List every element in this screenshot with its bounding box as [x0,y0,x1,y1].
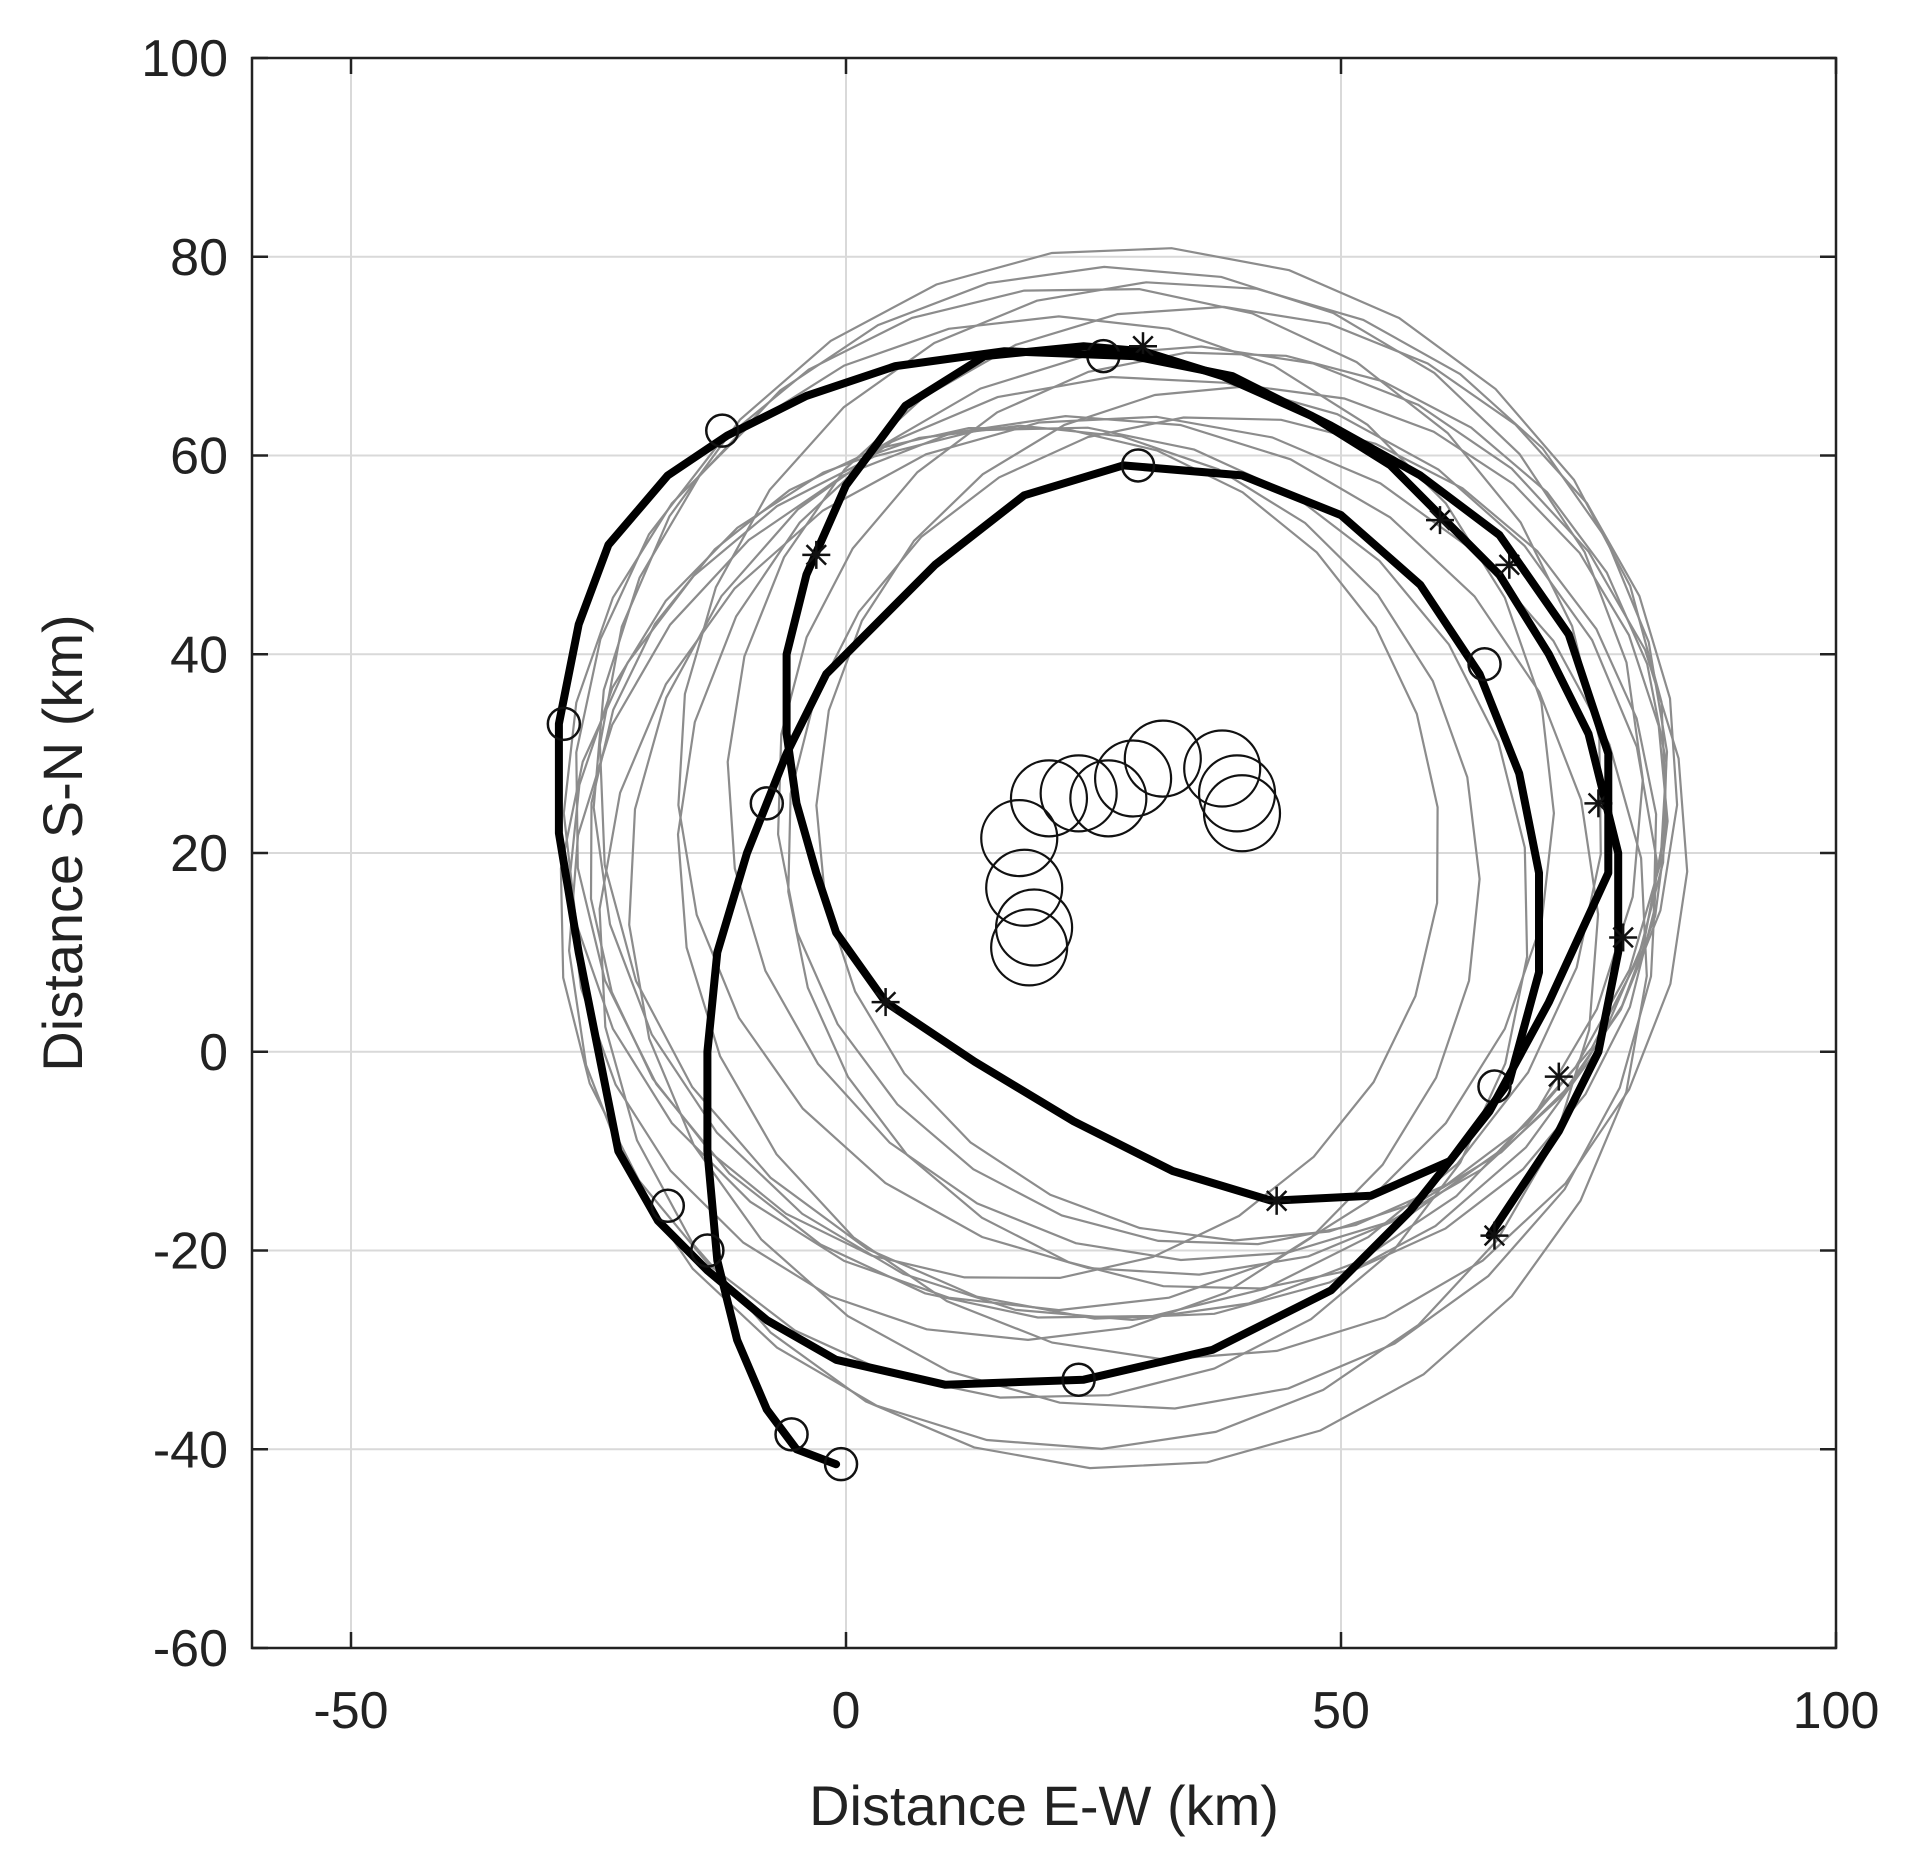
radius-ring [567,424,1481,1342]
center-circle [990,908,1069,987]
radius-ring [815,384,1669,1242]
center-circle [985,848,1064,927]
center-circle [980,798,1059,878]
center-circle [1069,759,1148,838]
star-marker [1262,1186,1291,1215]
circle-marker [690,1233,725,1268]
radius-ring [592,265,1644,1322]
center-circle [1183,729,1262,808]
x-tick-label: 100 [1793,1682,1880,1740]
star-marker [1609,923,1638,952]
y-tick-label: 80 [170,229,228,287]
x-axis-title: Distance E-W (km) [809,1774,1279,1837]
x-tick-label: 0 [832,1682,861,1740]
y-tick-label: 0 [199,1024,228,1082]
circle-marker [1061,1362,1096,1397]
y-tick-label: 100 [141,30,228,88]
radius-ring [628,375,1658,1410]
star-marker [871,988,900,1017]
circle-marker [1120,448,1156,483]
radius-ring [787,416,1658,1290]
tick-marks [252,56,1838,1650]
center-circle [1009,759,1089,838]
circle-marker [823,1446,859,1482]
x-tick-label: -50 [313,1682,388,1740]
tracks [546,332,1638,1482]
center-circle [1093,739,1173,818]
star-marker [1544,1062,1573,1091]
y-tick-label: -60 [153,1620,228,1678]
radius-ring [776,351,1668,1246]
star-marker [1480,1221,1509,1250]
circle-marker [749,786,785,821]
center-circle [1123,719,1202,798]
y-tick-label: -20 [153,1223,228,1281]
y-axis-title: Distance S-N (km) [31,614,94,1071]
wind-radius-rings [559,247,1689,1470]
y-tick-label: 20 [170,825,228,883]
center-circle [1197,754,1277,833]
circle-marker [546,706,582,742]
grid-lines [252,57,1837,1649]
star-marker [1426,506,1454,535]
track-line [703,342,1623,1469]
circle-marker [705,413,740,448]
circle-marker [1467,646,1502,682]
y-tick-label: 60 [170,428,228,486]
y-tick-label: -40 [153,1421,228,1479]
radius-ring [598,415,1648,1470]
star-marker [802,540,831,569]
circle-marker [774,1417,809,1452]
center-circles [980,719,1282,987]
y-tick-label: 40 [170,626,228,684]
radius-ring [567,414,1600,1451]
x-tick-label: 50 [1312,1682,1370,1740]
circle-marker [650,1188,686,1224]
track-line [554,347,1613,1389]
radius-ring [575,287,1602,1319]
x-tick-labels: -50 0 50 100 [313,1682,1879,1740]
radius-ring [559,426,1529,1399]
center-circle [1039,754,1118,833]
y-tick-labels: 100 80 60 40 20 0 -20 -40 -60 [141,30,228,1678]
